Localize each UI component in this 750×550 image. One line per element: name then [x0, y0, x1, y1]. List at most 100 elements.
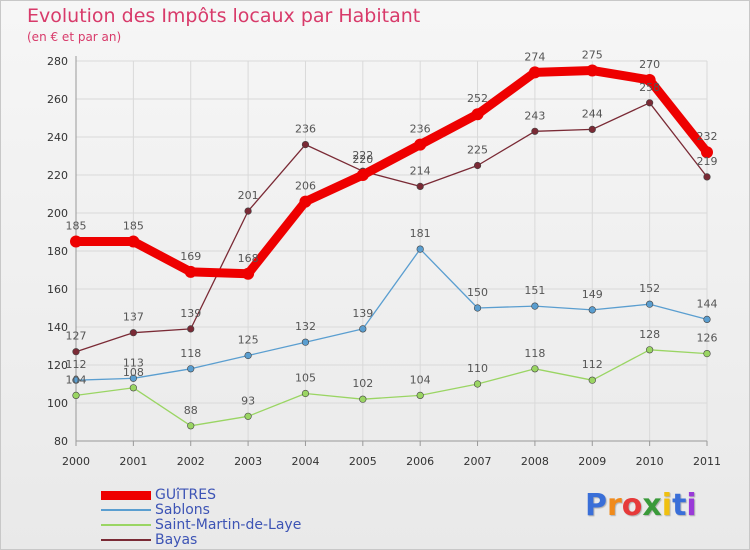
legend-swatch	[101, 524, 151, 526]
chart-subtitle: (en € et par an)	[27, 30, 122, 44]
data-label-saint-martin-de-laye: 110	[467, 362, 488, 375]
data-label-bayas: 236	[295, 123, 316, 136]
data-label-sablons: 150	[467, 286, 488, 299]
data-label-saint-martin-de-laye: 93	[241, 394, 255, 407]
x-tick-label: 2005	[349, 455, 377, 468]
data-point-gu-tres	[242, 267, 255, 280]
data-point-sablons	[187, 365, 195, 373]
y-tick-label: 260	[47, 93, 68, 106]
x-tick-label: 2004	[291, 455, 319, 468]
data-labels: 127 137 139 201 236 222 214 225 243 244 258 219 104 1…	[66, 49, 718, 417]
data-point-gu-tres	[643, 74, 656, 86]
data-point-bayas	[72, 348, 80, 356]
data-point-sablons	[416, 245, 424, 253]
data-point-saint-martin-de-laye	[588, 376, 596, 384]
data-label-saint-martin-de-laye: 112	[582, 358, 603, 371]
brand-letter: P	[585, 488, 607, 523]
y-tick-label: 240	[47, 131, 68, 144]
grid-lines	[75, 60, 708, 442]
data-label-sablons: 144	[697, 297, 718, 310]
data-label-saint-martin-de-laye: 108	[123, 366, 144, 379]
data-point-sablons	[703, 315, 711, 324]
data-label-sablons: 112	[66, 358, 87, 371]
brand-letter: i	[686, 488, 697, 523]
data-point-bayas	[703, 173, 711, 181]
data-point-bayas	[416, 182, 424, 190]
data-point-gu-tres	[299, 195, 312, 208]
data-label-bayas: 258	[639, 81, 660, 94]
data-label-saint-martin-de-laye: 104	[410, 373, 431, 386]
y-tick-label: 180	[47, 245, 68, 258]
data-label-bayas: 139	[180, 307, 201, 320]
x-tick-label: 2001	[119, 455, 147, 468]
brand-letter: t	[672, 488, 687, 523]
chart-title: Evolution des Impôts locaux par Habitant	[27, 5, 421, 27]
data-label-saint-martin-de-laye: 102	[352, 377, 373, 390]
data-point-sablons	[129, 374, 137, 382]
data-label-bayas: 219	[697, 155, 718, 168]
data-point-bayas	[301, 141, 310, 149]
data-point-sablons	[359, 325, 367, 333]
series-line-bayas	[75, 102, 708, 353]
legend-swatch	[101, 490, 151, 500]
data-label-bayas: 214	[410, 164, 431, 177]
data-point-gu-tres	[701, 146, 713, 159]
y-tick-label: 200	[47, 207, 68, 220]
legend-label: GUîTRES	[155, 487, 216, 503]
data-label-gu-tres: 252	[467, 92, 488, 105]
data-label-saint-martin-de-laye: 88	[184, 404, 198, 417]
x-tick-label: 2010	[636, 455, 664, 468]
data-point-saint-martin-de-laye	[187, 422, 195, 430]
data-label-sablons: 113	[123, 356, 144, 369]
data-label-saint-martin-de-laye: 104	[66, 373, 87, 386]
legend-label: Sablons	[155, 502, 210, 518]
data-label-gu-tres: 206	[295, 180, 316, 193]
data-point-bayas	[473, 161, 482, 170]
data-label-bayas: 201	[238, 189, 259, 202]
data-label-gu-tres: 232	[697, 130, 718, 143]
brand-letter: x	[642, 488, 662, 523]
brand-letter: o	[621, 488, 643, 523]
data-label-sablons: 152	[639, 282, 660, 295]
data-point-bayas	[646, 99, 654, 107]
data-point-sablons	[646, 300, 654, 308]
data-point-saint-martin-de-laye	[416, 391, 424, 400]
data-label-bayas: 225	[467, 144, 488, 157]
data-point-saint-martin-de-laye	[646, 346, 654, 354]
legend-swatch	[101, 539, 151, 541]
data-label-bayas: 222	[352, 149, 373, 162]
data-label-sablons: 181	[410, 227, 431, 240]
x-tick-label: 2003	[234, 455, 262, 468]
data-point-saint-martin-de-laye	[129, 384, 137, 392]
data-point-gu-tres	[414, 138, 427, 151]
data-point-gu-tres	[471, 108, 484, 121]
x-tick-label: 2009	[578, 455, 606, 468]
data-point-sablons	[244, 351, 252, 360]
data-point-saint-martin-de-laye	[531, 365, 539, 373]
data-point-gu-tres	[184, 265, 197, 278]
data-point-saint-martin-de-laye	[473, 380, 482, 388]
legend-label: Bayas	[155, 532, 198, 548]
series-line-saint-martin-de-laye	[75, 349, 708, 427]
legend-label: Saint-Martin-de-Laye	[155, 517, 302, 533]
data-point-bayas	[531, 127, 539, 135]
data-label-saint-martin-de-laye: 126	[697, 332, 718, 345]
data-label-gu-tres: 185	[66, 220, 87, 233]
data-label-bayas: 127	[66, 330, 87, 343]
series-lines	[70, 64, 713, 430]
data-label-saint-martin-de-laye: 105	[295, 372, 316, 385]
data-point-gu-tres	[127, 235, 140, 248]
data-label-bayas: 137	[123, 311, 144, 324]
data-label-sablons: 139	[352, 307, 373, 320]
brand-letter: r	[607, 488, 622, 523]
data-point-sablons	[531, 302, 539, 310]
y-tick-label: 120	[47, 359, 68, 372]
y-tick-label: 220	[47, 169, 68, 182]
x-tick-label: 2011	[693, 455, 721, 468]
y-tick-label: 140	[47, 321, 68, 334]
data-label-gu-tres: 270	[639, 58, 660, 71]
data-point-saint-martin-de-laye	[72, 391, 80, 400]
data-label-gu-tres: 220	[352, 153, 373, 166]
data-point-gu-tres	[586, 64, 599, 77]
data-point-saint-martin-de-laye	[244, 412, 252, 420]
